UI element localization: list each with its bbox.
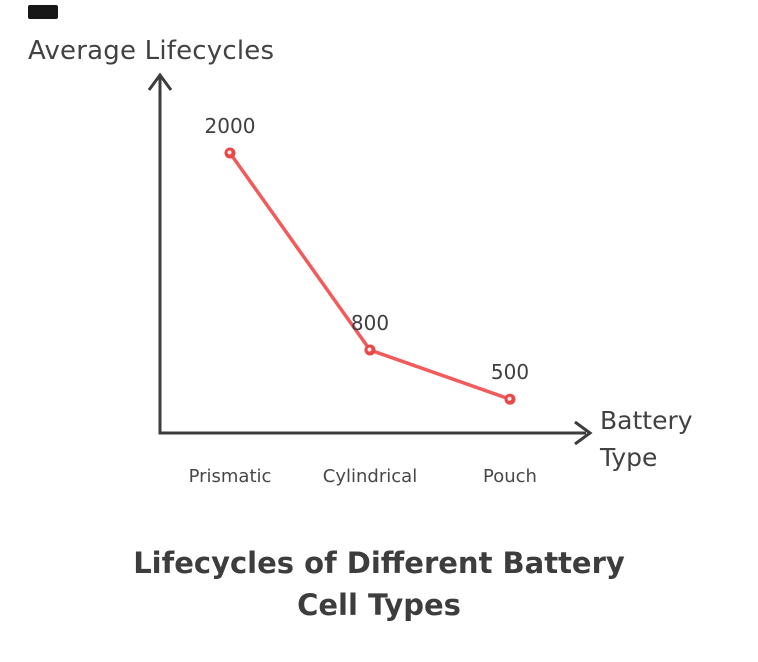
x-axis-arrow-icon — [574, 420, 593, 446]
axes — [147, 72, 593, 446]
x-category-label: Cylindrical — [322, 466, 418, 487]
series-line — [228, 151, 512, 401]
series-layer: 2000 800 500 — [205, 114, 529, 405]
chart-title-line2: Cell Types — [297, 588, 461, 622]
chart-title: Lifecycles of Different Battery Cell Typ… — [14, 542, 744, 626]
data-point-value-label: 500 — [491, 360, 529, 384]
x-category-label: Pouch — [483, 466, 537, 487]
data-point-marker-hole — [507, 396, 512, 401]
x-axis-title-line1: Battery — [600, 406, 693, 435]
x-axis-title-line2: Type — [600, 443, 658, 472]
corner-mark — [28, 5, 58, 19]
x-axis-title: Battery Type — [600, 402, 693, 476]
data-point-value-label: 800 — [351, 311, 389, 335]
data-point-value-label: 2000 — [205, 114, 256, 138]
x-category-label: Prismatic — [188, 466, 272, 487]
y-axis-arrow-icon — [147, 72, 173, 91]
data-point-marker-hole — [367, 347, 372, 352]
data-point-marker-hole — [227, 150, 232, 155]
chart-title-line1: Lifecycles of Different Battery — [133, 546, 625, 580]
y-axis-title: Average Lifecycles — [28, 36, 275, 66]
